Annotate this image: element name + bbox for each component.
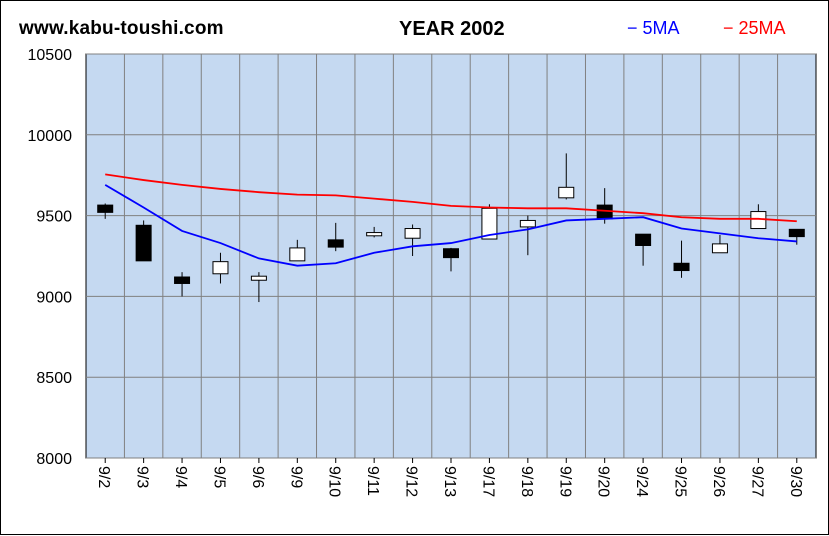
y-tick-label: 9000 xyxy=(36,289,72,306)
candle-body xyxy=(366,232,383,237)
candle-body xyxy=(135,224,152,262)
candle-body xyxy=(635,233,652,246)
x-tick-label: 9/13 xyxy=(441,466,458,497)
x-tick-label: 9/9 xyxy=(287,466,304,488)
x-tick-label: 9/30 xyxy=(787,466,804,497)
series-line-5ma xyxy=(104,184,797,267)
candle-body xyxy=(212,261,229,275)
candle-body xyxy=(519,219,536,228)
x-tick-label: 9/17 xyxy=(479,466,496,497)
candle-body xyxy=(250,275,267,281)
x-tick-label: 9/18 xyxy=(518,466,535,497)
x-tick-label: 9/6 xyxy=(249,466,266,488)
chart-title: YEAR 2002 xyxy=(399,18,505,40)
x-tick-label: 9/4 xyxy=(172,466,189,488)
y-tick-label: 10500 xyxy=(28,47,73,64)
candle-body xyxy=(174,276,191,284)
x-tick-label: 9/26 xyxy=(710,466,727,497)
candle-body xyxy=(289,247,306,262)
candle-body xyxy=(711,243,728,254)
candle-body xyxy=(97,204,114,213)
x-tick-label: 9/27 xyxy=(748,466,765,497)
x-tick-label: 9/3 xyxy=(134,466,151,488)
candle-body xyxy=(788,228,805,238)
series-line-25ma xyxy=(105,173,797,223)
candle-body xyxy=(404,228,421,239)
x-tick-label: 9/25 xyxy=(672,466,689,497)
x-tick-label: 9/5 xyxy=(210,466,227,488)
legend-5ma: − 5MA xyxy=(627,18,680,38)
x-tick-label: 9/12 xyxy=(403,466,420,497)
x-tick-label: 9/19 xyxy=(556,466,573,497)
candle-body xyxy=(327,239,344,248)
x-tick-label: 9/2 xyxy=(95,466,112,488)
y-tick-label: 8000 xyxy=(36,451,72,468)
candle-body xyxy=(558,186,575,199)
y-tick-label: 10000 xyxy=(28,128,73,145)
legend-25ma: − 25MA xyxy=(723,18,786,38)
x-tick-label: 9/20 xyxy=(595,466,612,497)
x-tick-label: 9/10 xyxy=(326,466,343,497)
site-name: www.kabu-toushi.com xyxy=(19,18,224,39)
y-tick-label: 9500 xyxy=(36,209,72,226)
candle-body xyxy=(673,262,690,272)
x-tick-label: 9/24 xyxy=(633,466,650,497)
y-tick-label: 8500 xyxy=(36,370,72,387)
x-tick-label: 9/11 xyxy=(364,466,381,496)
candle-body xyxy=(443,248,459,259)
